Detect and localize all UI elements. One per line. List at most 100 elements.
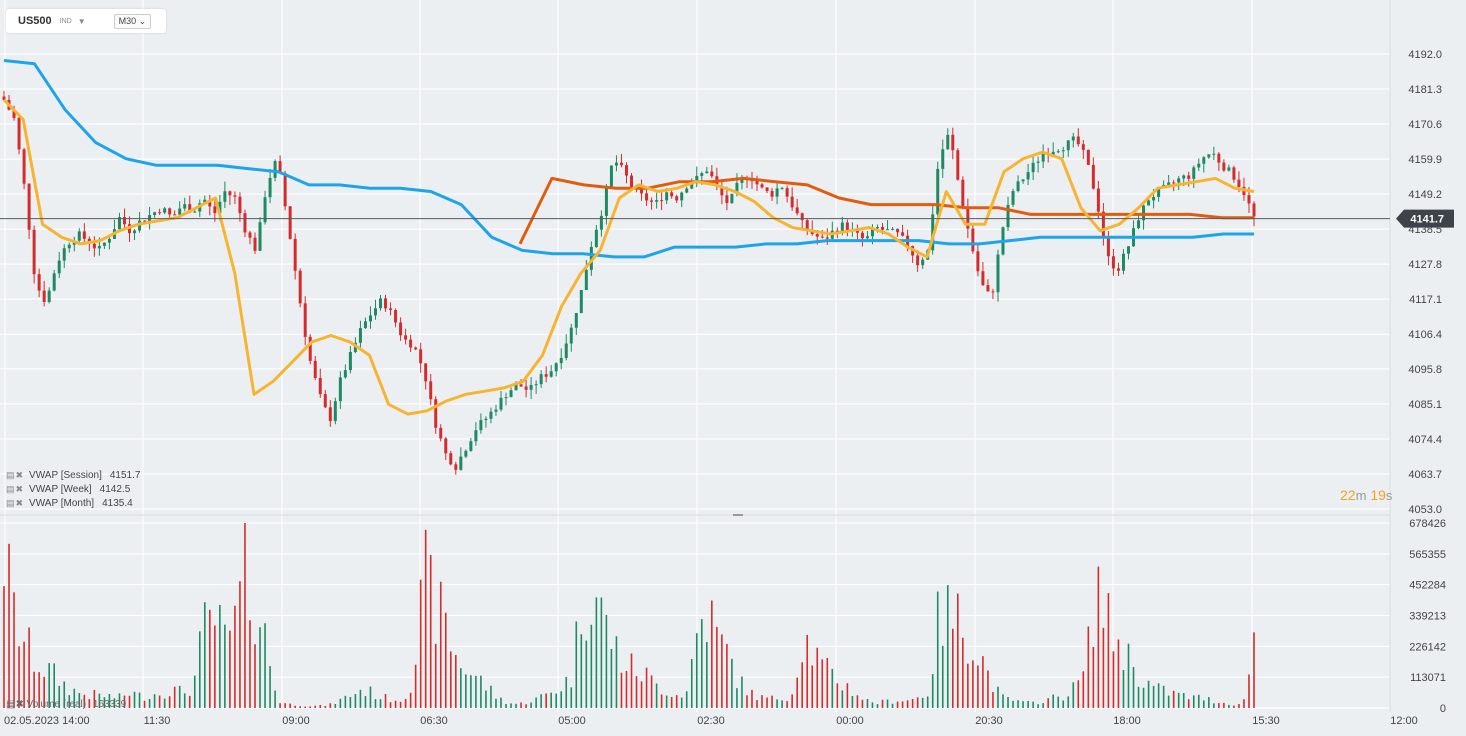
candle-body <box>77 231 81 241</box>
candle-body <box>213 206 217 214</box>
volume-bar <box>1037 704 1039 708</box>
volume-bar <box>700 619 703 708</box>
volume-bar <box>163 698 166 708</box>
candle-body <box>469 441 473 451</box>
settings-close-icon[interactable]: ▤✖ <box>6 498 25 508</box>
candle-body <box>1227 167 1231 171</box>
candle-body <box>725 195 729 204</box>
volume-bar <box>33 671 35 708</box>
volume-bar <box>3 586 5 708</box>
candle-body <box>1031 162 1035 173</box>
volume-bar <box>148 699 151 708</box>
volume-bar <box>1007 697 1009 708</box>
candle-body <box>599 215 603 230</box>
volume-bar <box>354 694 357 708</box>
candle-body <box>32 229 36 275</box>
time-tick-label: 05:00 <box>558 715 586 727</box>
candle-body <box>308 336 312 361</box>
volume-bar <box>731 658 733 708</box>
volume-bar <box>1127 643 1130 708</box>
price-axis[interactable]: 4192.04181.34170.64159.94149.24138.54127… <box>1396 49 1454 516</box>
volume-bar <box>886 699 889 708</box>
candle-body <box>183 204 187 209</box>
candle-body <box>268 177 272 198</box>
indicator-legend-session[interactable]: ▤✖ VWAP [Session] 4151.7 <box>6 470 140 481</box>
volume-bar <box>530 702 532 708</box>
volume-bar <box>1202 700 1205 708</box>
pane-separator <box>0 0 1391 712</box>
volume-bar <box>1218 703 1220 708</box>
volume-bar <box>1022 701 1024 708</box>
indicator-value: 4135.4 <box>102 498 133 509</box>
price-tick-label: 4149.2 <box>1408 189 1442 201</box>
volume-bar <box>500 697 502 708</box>
candle-body <box>439 427 443 439</box>
volume-bar <box>946 585 949 708</box>
volume-bar <box>404 698 407 708</box>
indicator-label: VWAP [Session] <box>29 470 102 481</box>
volume-bar <box>339 698 342 708</box>
time-axis[interactable]: 02.05.2023 14:00 11:30 09:00 06:30 05:00 02:3… <box>4 715 1418 727</box>
volume-bar <box>841 690 844 708</box>
candle-body <box>504 397 508 399</box>
symbol-selector[interactable]: US500 IND ▼ M30 ⌄ <box>6 9 166 33</box>
volume-bar <box>490 685 492 708</box>
price-tick-label: 4159.9 <box>1408 154 1442 166</box>
volume-bar <box>1057 696 1060 708</box>
volume-bar <box>1132 667 1135 708</box>
volume-bar <box>460 668 462 708</box>
volume-tick-label: 452284 <box>1409 580 1446 592</box>
candle-body <box>52 273 56 291</box>
settings-close-icon[interactable]: ▤✖ <box>6 484 25 494</box>
candle-body <box>740 177 744 183</box>
candle-body <box>730 193 734 204</box>
settings-close-icon[interactable]: ▤✖ <box>6 470 25 480</box>
volume-bar <box>721 634 723 708</box>
candle-body <box>37 274 41 291</box>
price-tick-label: 4074.4 <box>1408 434 1442 446</box>
candle-body <box>1091 164 1095 189</box>
volume-bar <box>1182 693 1185 708</box>
volume-bar <box>550 692 552 708</box>
volume-bar <box>936 591 939 708</box>
timeframe-selector[interactable]: M30 ⌄ <box>113 13 152 29</box>
candle-body <box>193 211 197 213</box>
chevron-down-icon[interactable]: ▼ <box>77 16 86 26</box>
symbol-name[interactable]: US500 <box>18 15 52 27</box>
volume-bar <box>811 665 814 708</box>
volume-bar <box>53 663 56 708</box>
volume-bar <box>108 694 111 708</box>
candle-body <box>961 179 965 208</box>
indicator-legend-week[interactable]: ▤✖ VWAP [Week] 4142.5 <box>6 484 130 495</box>
volume-bar <box>786 701 788 708</box>
volume-bar <box>941 645 944 708</box>
candle-body <box>946 134 950 150</box>
volume-bar <box>224 624 226 708</box>
candle-body <box>936 168 940 215</box>
volume-bar <box>690 659 693 708</box>
candle-body <box>956 150 960 180</box>
candle-body <box>399 322 403 336</box>
candle-body <box>785 188 789 197</box>
volume-bar <box>891 703 894 708</box>
time-tick-label: 06:30 <box>420 715 448 727</box>
volume-bar <box>1223 702 1225 708</box>
volume-axis[interactable]: 678426 565355 452284 339213 226142 113071 0 <box>1409 518 1446 715</box>
volume-bar <box>133 691 136 708</box>
volume-bar <box>756 700 758 708</box>
volume-bar <box>439 581 442 708</box>
candle-body <box>645 193 649 201</box>
settings-close-icon[interactable]: ▤✖ <box>6 699 27 710</box>
pane-resize-handle[interactable] <box>733 514 743 516</box>
indicator-legend-month[interactable]: ▤✖ VWAP [Month] 4135.4 <box>6 498 133 509</box>
candle-body <box>102 242 106 246</box>
candle-body <box>404 335 408 340</box>
volume-bar <box>650 675 653 708</box>
volume-bar <box>1192 695 1195 708</box>
candle-body <box>604 187 608 216</box>
candle-body <box>1071 136 1075 141</box>
candle-body <box>434 399 438 428</box>
time-tick-label: 12:00 <box>1390 715 1418 727</box>
volume-legend[interactable]: ▤✖ Volume (real) 163339 <box>6 699 126 710</box>
